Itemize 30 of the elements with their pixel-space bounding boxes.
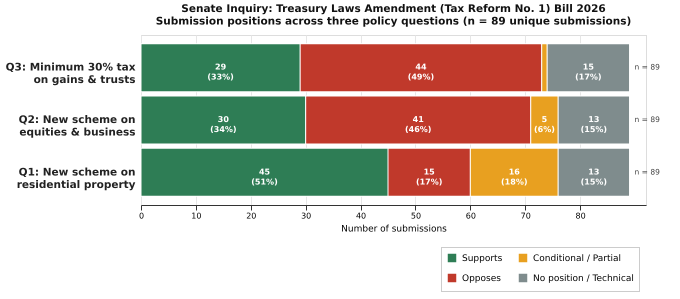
x-tick-label: 60 (466, 212, 476, 220)
data-label: 30 (34%) (210, 115, 237, 134)
legend-label: No position / Technical (533, 274, 634, 284)
x-tick-label: 20 (246, 212, 256, 220)
x-tick-label: 40 (356, 212, 366, 220)
y-tick-label: Q1: New scheme on residential property (16, 166, 136, 191)
legend-label: Supports (462, 254, 503, 264)
x-tick-label: 50 (410, 212, 422, 220)
y-tick-label: Q3: Minimum 30% tax on gains & trusts (6, 62, 136, 86)
legend-label: Opposes (462, 274, 502, 284)
x-tick-label: 10 (191, 212, 202, 220)
x-tick-label: 0 (138, 212, 144, 220)
legend-label: Conditional / Partial (533, 254, 622, 264)
x-tick-label: 70 (520, 212, 531, 220)
data-label: 41 (46%) (404, 115, 432, 134)
data-label: 13 (15%) (580, 167, 608, 186)
data-label: 13 (15%) (580, 115, 608, 134)
x-tick-label: 30 (301, 212, 312, 220)
y-tick-label: Q2: New scheme on equities & business (18, 114, 136, 138)
data-label: 15 (17%) (416, 167, 442, 186)
chart-title: Senate Inquiry: Treasury Laws Amendment (Tax Reform No. 1) Bill 2026 (181, 3, 606, 15)
chart-subtitle: Submission positions across three policy questions (n = 89 unique submissions) (156, 16, 632, 28)
data-label: 15 (17%) (575, 62, 602, 82)
data-label: 45 (51%) (251, 167, 278, 186)
data-label: 5 (6%) (534, 115, 555, 134)
x-tick-label: 80 (576, 212, 586, 220)
x-axis-title: Number of submissions (341, 224, 448, 234)
data-label: 16 (18%) (501, 167, 528, 186)
data-label: 44 (49%) (408, 62, 434, 82)
data-label: 29 (33%) (207, 62, 234, 82)
